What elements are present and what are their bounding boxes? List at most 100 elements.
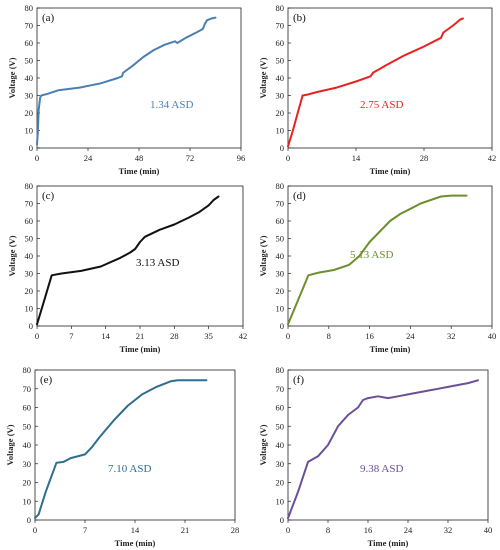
x-tick-label: 0 [286,153,290,163]
y-axis-title: Voltage (V) [7,235,17,276]
x-tick-label: 28 [420,153,429,163]
plot-frame [287,7,493,149]
y-tick-label: 0 [29,321,33,331]
panel-label: (f) [293,374,304,386]
x-tick-label: 32 [444,525,453,535]
y-axis-title: Voltage (V) [258,57,268,98]
y-tick-label: 40 [276,251,285,261]
chart-panel-6: 0 10 20 30 40 50 60 70 80 0 8 16 24 32 40 Time (min) Vol… [258,365,492,548]
x-tick-label: 0 [286,525,290,535]
series-line [287,17,464,148]
y-tick-label: 20 [276,108,285,118]
y-tick-label: 60 [25,216,34,226]
x-tick-label: 0 [35,331,39,341]
y-tick-label: 0 [29,143,33,153]
x-tick-label: 72 [186,153,195,163]
y-tick-label: 30 [25,269,34,279]
x-tick-label: 32 [447,331,456,341]
x-tick-label: 24 [406,331,415,341]
y-tick-label: 10 [25,304,34,314]
y-tick-label: 50 [276,56,285,66]
series-line [34,379,208,520]
y-tick-label: 10 [25,126,34,136]
x-tick-label: 16 [364,525,373,535]
y-tick-label: 20 [276,286,285,296]
x-tick-label: 14 [101,331,110,341]
y-tick-label: 0 [280,515,284,525]
y-tick-label: 40 [25,73,34,83]
y-axis-title: Voltage (V) [258,235,268,276]
y-tick-label: 30 [25,91,34,101]
y-tick-label: 80 [25,3,34,13]
x-tick-label: 96 [237,153,246,163]
x-tick-label: 48 [135,153,144,163]
y-tick-label: 50 [276,421,285,431]
series-annotation: 9.38 ASD [360,463,403,475]
plot-frame [36,7,242,149]
x-tick-label: 14 [352,153,361,163]
x-tick-label: 40 [484,525,493,535]
panel-label: (a) [42,12,55,24]
x-tick-label: 8 [326,525,330,535]
y-tick-label: 50 [23,421,32,431]
chart-panel-2: 0 10 20 30 40 50 60 70 80 0 14 28 42 Time (min) Voltag… [258,3,496,176]
x-tick-label: 16 [365,331,374,341]
y-tick-label: 70 [276,199,285,209]
series-annotation: 3.13 ASD [136,257,179,269]
y-tick-label: 60 [276,403,285,413]
y-tick-label: 20 [25,108,34,118]
x-tick-label: 42 [488,153,497,163]
plot-frame [36,185,244,327]
x-tick-label: 7 [83,525,87,535]
y-tick-label: 80 [25,181,34,191]
plot-frame [34,369,236,521]
series-line [36,195,220,326]
x-tick-label: 7 [69,331,73,341]
y-tick-label: 50 [25,56,34,66]
y-tick-label: 40 [25,251,34,261]
x-tick-label: 42 [239,331,248,341]
y-tick-label: 20 [25,286,34,296]
x-tick-label: 8 [327,331,331,341]
y-tick-label: 30 [23,459,32,469]
x-axis-title: Time (min) [119,166,160,176]
x-tick-label: 14 [131,525,140,535]
x-tick-label: 0 [35,153,39,163]
x-tick-label: 24 [84,153,93,163]
x-axis-title: Time (min) [370,166,411,176]
chart-panel-4: 0 10 20 30 40 50 60 70 80 0 8 16 24 32 40 Time (min) Vol… [258,181,496,354]
y-tick-label: 80 [276,365,285,375]
y-tick-label: 70 [25,199,34,209]
x-tick-label: 21 [136,331,145,341]
y-tick-label: 10 [276,496,285,506]
x-tick-label: 0 [33,525,37,535]
y-tick-label: 50 [276,234,285,244]
x-axis-title: Time (min) [368,538,409,548]
y-axis-title: Voltage (V) [5,424,15,465]
y-tick-label: 70 [276,21,285,31]
panel-label: (c) [42,190,55,202]
y-tick-label: 60 [276,38,285,48]
y-tick-label: 60 [23,403,32,413]
chart-panel-5: 0 10 20 30 40 50 60 70 80 0 7 14 21 28 Time (min) Volta… [5,365,239,548]
y-tick-label: 50 [25,234,34,244]
y-tick-label: 60 [276,216,285,226]
series-line [287,379,479,520]
x-axis-title: Time (min) [370,344,411,354]
y-tick-label: 80 [276,181,285,191]
panel-label: (e) [40,374,53,386]
series-annotation: 1.34 ASD [150,99,193,111]
y-tick-label: 80 [276,3,285,13]
y-tick-label: 20 [23,478,32,488]
y-tick-label: 0 [280,143,284,153]
x-tick-label: 28 [170,331,179,341]
y-tick-label: 30 [276,269,285,279]
y-tick-label: 30 [276,459,285,469]
x-tick-label: 24 [404,525,413,535]
x-tick-label: 0 [286,331,290,341]
y-tick-label: 60 [25,38,34,48]
series-annotation: 5.13 ASD [350,249,393,261]
x-axis-title: Time (min) [120,344,161,354]
series-annotation: 7.10 ASD [108,463,151,475]
